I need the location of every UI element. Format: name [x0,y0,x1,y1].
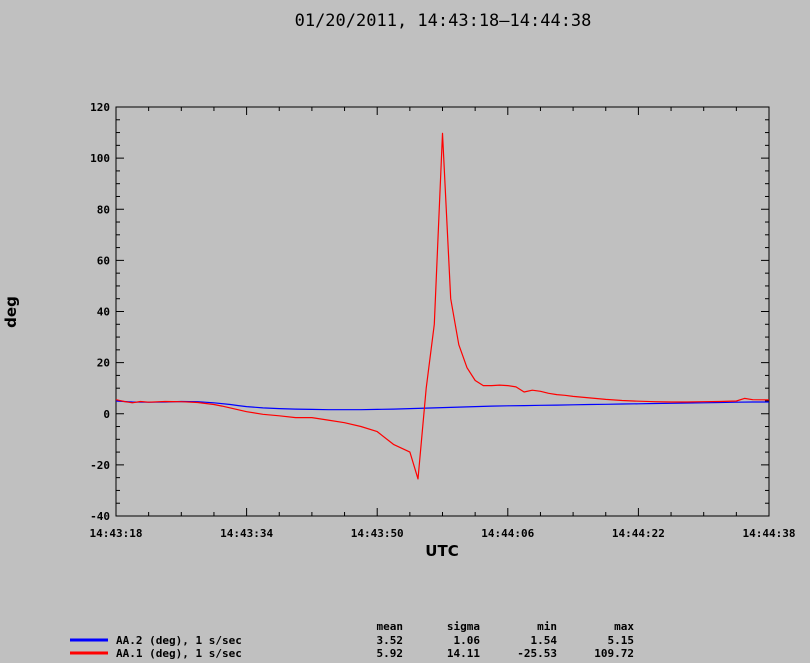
chart-title: 01/20/2011, 14:43:18–14:44:38 [295,11,592,31]
y-tick-label: 20 [97,357,110,370]
x-tick-labels: 14:43:18 14:43:34 14:43:50 14:44:06 14:44:22… [90,527,796,540]
x-tick-label: 14:44:06 [481,527,534,540]
stats-value: 5.15 [608,634,635,647]
x-tick-label: 14:43:50 [351,527,404,540]
y-tick-label: 0 [103,408,110,421]
series-lines [115,132,770,480]
y-tick-label: 40 [97,306,110,319]
stats-value: 1.54 [531,634,558,647]
legend-entry: AA.2 (deg), 1 s/sec [116,634,242,647]
stats-header: min [537,620,557,633]
stats-header: max [614,620,634,633]
stats-value: 3.52 [377,634,404,647]
x-tick-label: 14:43:34 [220,527,273,540]
series-line [115,132,770,480]
stats-value: 14.11 [447,647,480,660]
y-tick-label: 60 [97,254,110,267]
y-tick-label: 120 [90,101,110,114]
stats-value: 109.72 [594,647,634,660]
x-tick-label: 14:43:18 [90,527,143,540]
series-line [115,400,769,411]
legend-entry: AA.1 (deg), 1 s/sec [116,647,242,660]
y-tick-label: -40 [90,510,110,523]
legend: mean sigma min max AA.2 (deg), 1 s/sec 3.52 1.… [70,620,634,660]
axis-ticks [115,106,770,517]
y-tick-labels: -40 -20 0 20 40 60 80 100 120 [90,101,110,523]
y-tick-label: 100 [90,152,110,165]
stats-header: sigma [447,620,480,633]
stats-value: 1.06 [454,634,481,647]
y-tick-label: -20 [90,459,110,472]
plot-area [115,106,770,517]
x-tick-label: 14:44:22 [612,527,665,540]
stats-header: mean [377,620,404,633]
y-axis-label: deg [2,296,20,328]
x-tick-label: 14:44:38 [743,527,796,540]
stats-value: 5.92 [377,647,404,660]
y-tick-label: 80 [97,203,110,216]
x-axis-label: UTC [425,542,458,560]
stats-value: -25.53 [517,647,557,660]
